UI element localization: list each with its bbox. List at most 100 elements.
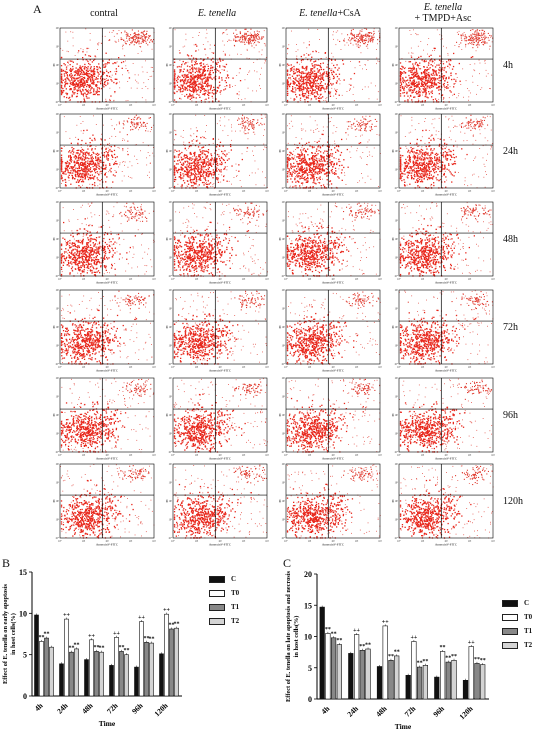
scatter-points [173,29,266,103]
x-tick-label-96h: 96h [431,703,446,718]
column-header-2: E. tenella+CsA [280,8,380,19]
x-tick-label: 10¹ [82,104,86,107]
legend-swatch [502,628,518,635]
flow-plot-svg: 10⁰10⁰10¹10¹10²10²10³10³10⁴10⁴AnnexinV-F… [52,200,156,288]
x-tick-label: 10¹ [82,454,86,457]
x-tick-label-48h: 48h [374,703,389,718]
bar-T0-24h [354,635,359,699]
scatter-points [174,378,268,452]
x-axis-label: AnnexinV-FITC [435,107,458,111]
scatter-points [173,202,268,277]
legend-label: T0 [524,613,532,621]
y-axis-title: Effect of E. tenella on early apoptosisi… [2,584,17,684]
y-tick-label: 10⁰ [281,537,285,540]
y-tick-label: 10² [56,326,60,329]
flow-plot-svg: 10⁰10⁰10¹10¹10²10²10³10³10⁴10⁴AnnexinV-F… [165,462,269,550]
y-tick-label: 10² [169,414,173,417]
y-tick-label: 10⁰ [394,275,398,278]
scatter-points [399,202,493,277]
x-tick-label: 10⁰ [58,104,62,107]
x-tick-label: 10³ [242,190,246,193]
y-tick-label: 10³ [282,132,286,135]
flow-plot-svg: 10⁰10⁰10¹10¹10²10²10³10³10⁴10⁴AnnexinV-F… [391,288,495,376]
significance-mark: ** [149,637,155,643]
scatter-points [173,291,267,365]
flow-plot-svg: 10⁰10⁰10¹10¹10²10²10³10³10⁴10⁴AnnexinV-F… [52,376,156,464]
x-axis-label: AnnexinV-FITC [322,457,345,461]
y-tick-label: 10⁴ [282,27,286,30]
column-header-species: E. tenella [198,8,236,19]
y-tick-label: 10⁴ [56,377,60,380]
x-tick-label: 10¹ [82,278,86,281]
flow-plot-svg: 10⁰10⁰10¹10¹10²10²10³10³10⁴10⁴AnnexinV-F… [52,112,156,200]
x-tick-label: 10³ [468,190,472,193]
flow-plot-svg: 10⁰10⁰10¹10¹10²10²10³10³10⁴10⁴AnnexinV-F… [52,288,156,376]
scatter-points [286,28,381,103]
y-tick-label: 10⁴ [56,463,60,466]
bar-T2-72h [125,655,129,696]
y-tick-label: 10¹ [169,257,173,260]
x-axis-title: Time [99,719,116,728]
significance-mark: ++ [113,631,120,637]
x-tick-label: 10³ [129,104,133,107]
y-tick-label: 10⁰ [394,363,398,366]
y-tick-label: 10³ [169,396,173,399]
x-tick-label: 10³ [129,278,133,281]
x-tick-label: 10⁴ [265,278,269,281]
y-tick-label: 10⁴ [282,377,286,380]
scatter-points [399,465,493,539]
bar-C-96h [135,667,139,696]
y-tick-label: 10² [169,500,173,503]
y-tick-label: 10³ [56,396,60,399]
x-tick-label: 10³ [242,540,246,543]
bar-T2-48h [394,656,399,699]
x-tick-label-4h: 4h [319,703,332,716]
x-tick-label: 10⁴ [152,454,156,457]
legend-label: T2 [524,641,532,649]
bar-T1-72h [120,651,124,696]
significance-mark: ++ [138,615,145,621]
y-tick-label: 10³ [56,46,60,49]
y-tick-label: 10² [282,500,286,503]
scatter-points [399,115,493,189]
legend-label: T0 [231,589,239,597]
y-tick-label: 10² [56,500,60,503]
flow-plot-svg: 10⁰10⁰10¹10¹10²10²10³10³10⁴10⁴AnnexinV-F… [278,288,382,376]
x-tick-label: 10³ [242,278,246,281]
x-tick-label: 10⁰ [58,454,62,457]
x-tick-label: 10³ [468,540,472,543]
x-tick-label: 10¹ [421,190,425,193]
bar-T2-96h [452,660,457,699]
y-tick-label: 10¹ [282,519,286,522]
bar-T1-96h [145,642,149,696]
flow-plot-svg: 10⁰10⁰10¹10¹10²10²10³10³10⁴10⁴AnnexinV-F… [278,200,382,288]
x-axis-label: AnnexinV-FITC [209,369,232,373]
scatter-points [61,202,155,276]
x-tick-label: 10¹ [421,454,425,457]
flow-plot-svg: 10⁰10⁰10¹10¹10²10²10³10³10⁴10⁴AnnexinV-F… [165,26,269,114]
y-tick-label: 10² [282,238,286,241]
x-axis-label: AnnexinV-FITC [209,193,232,197]
y-tick-label: 10³ [56,132,60,135]
y-tick-label: 10¹ [169,169,173,172]
y-tick-label: 10³ [169,220,173,223]
significance-mark: ** [124,648,130,654]
y-tick-label: 10¹ [282,345,286,348]
x-tick-label: 10¹ [195,278,199,281]
x-tick-label: 10⁰ [58,540,62,543]
bar-T1-4h [331,638,336,699]
x-tick-label: 10⁴ [265,104,269,107]
y-tick-label: 10⁰ [168,363,172,366]
legend-swatch [502,614,518,621]
y-tick-label: 10⁴ [56,113,60,116]
y-tick-label: 10³ [169,308,173,311]
x-tick-label: 10⁴ [152,540,156,543]
y-tick-label: 10² [282,64,286,67]
plot-frame [399,378,493,452]
bar-T2-96h [150,643,154,696]
x-tick-label: 10¹ [421,278,425,281]
